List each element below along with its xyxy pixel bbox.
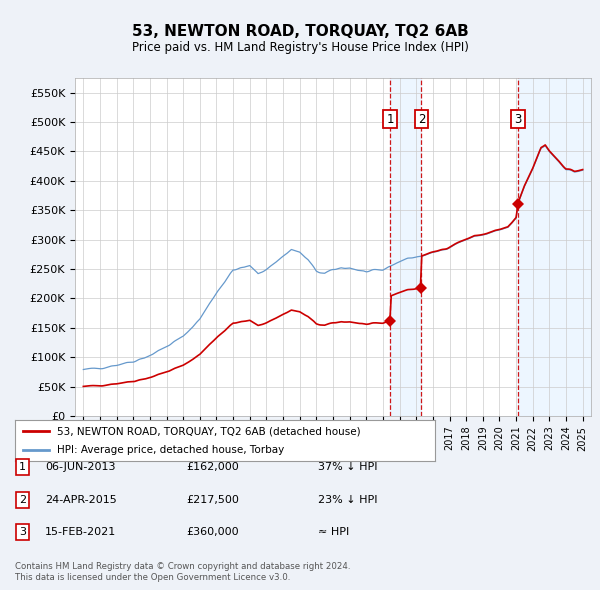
Text: HPI: Average price, detached house, Torbay: HPI: Average price, detached house, Torb…	[57, 445, 284, 455]
Text: 15-FEB-2021: 15-FEB-2021	[45, 527, 116, 537]
Text: 53, NEWTON ROAD, TORQUAY, TQ2 6AB (detached house): 53, NEWTON ROAD, TORQUAY, TQ2 6AB (detac…	[57, 426, 361, 436]
Text: 1: 1	[386, 113, 394, 126]
Text: 23% ↓ HPI: 23% ↓ HPI	[318, 495, 377, 504]
Text: ≈ HPI: ≈ HPI	[318, 527, 349, 537]
Text: This data is licensed under the Open Government Licence v3.0.: This data is licensed under the Open Gov…	[15, 572, 290, 582]
Text: 24-APR-2015: 24-APR-2015	[45, 495, 117, 504]
Text: Contains HM Land Registry data © Crown copyright and database right 2024.: Contains HM Land Registry data © Crown c…	[15, 562, 350, 571]
Text: 53, NEWTON ROAD, TORQUAY, TQ2 6AB: 53, NEWTON ROAD, TORQUAY, TQ2 6AB	[131, 24, 469, 39]
Text: 3: 3	[514, 113, 522, 126]
Text: £162,000: £162,000	[186, 463, 239, 472]
Text: 3: 3	[19, 527, 26, 537]
Text: 2: 2	[19, 495, 26, 504]
Text: 1: 1	[19, 463, 26, 472]
Text: 37% ↓ HPI: 37% ↓ HPI	[318, 463, 377, 472]
Text: 2: 2	[418, 113, 425, 126]
Text: Price paid vs. HM Land Registry's House Price Index (HPI): Price paid vs. HM Land Registry's House …	[131, 41, 469, 54]
Bar	[518, 78, 591, 416]
Bar	[390, 78, 421, 416]
Text: £217,500: £217,500	[186, 495, 239, 504]
Text: £360,000: £360,000	[186, 527, 239, 537]
Text: 06-JUN-2013: 06-JUN-2013	[45, 463, 115, 472]
